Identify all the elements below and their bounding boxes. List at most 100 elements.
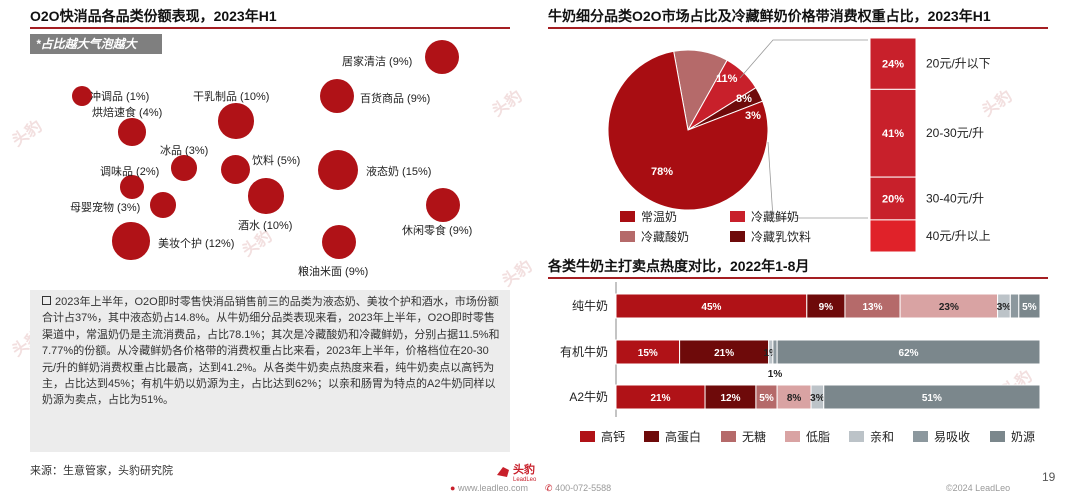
bar-segment — [615, 384, 706, 410]
legend-label: 亲和 — [870, 430, 895, 444]
right-top-underline — [548, 27, 1048, 29]
bar-data-label: 1% — [768, 369, 783, 380]
logo-text: 头豹 — [513, 462, 535, 476]
bubble-label: 居家清洁 (9%) — [342, 56, 413, 68]
bar-legend: 高钙 高蛋白 无糖 低脂 亲和 易吸收 奶源 — [580, 428, 1050, 444]
phone-icon: ✆ — [545, 483, 553, 493]
legend-swatch — [730, 211, 745, 222]
bar-data-label: 21% — [651, 393, 671, 404]
right-top-title: 牛奶细分品类O2O市场占比及冷藏鲜奶价格带消费权重占比，2023年H1 — [548, 8, 991, 24]
leadleo-logo: 头豹 LeadLeo — [497, 462, 537, 483]
leader-line — [739, 39, 868, 79]
bar-data-label: 3% — [810, 393, 825, 404]
bubble — [319, 78, 355, 114]
website-text: www.leadleo.com — [457, 483, 528, 493]
bar-segment — [823, 384, 1041, 410]
bar-data-label: 8% — [787, 393, 802, 404]
bar-data-label: 13% — [863, 302, 883, 313]
bar-legend-item: 奶源 — [990, 428, 1035, 445]
legend-swatch — [730, 231, 745, 242]
bar-data-label: 15% — [638, 348, 658, 359]
bubble — [318, 150, 358, 190]
legend-swatch — [913, 431, 928, 442]
pie-legend: 常温奶 冷藏鲜奶 冷藏酸奶 冷藏乳饮料 — [620, 208, 840, 248]
pie-slice — [607, 50, 769, 211]
legend-label: 冷藏鲜奶 — [751, 210, 800, 224]
price-band-segment — [869, 176, 917, 221]
bubble-label: 烘焙速食 (4%) — [92, 107, 163, 119]
bar-category-label: 有机牛奶 — [560, 344, 608, 359]
bar-data-label: 5% — [759, 393, 774, 404]
bubble-label: 饮料 (5%) — [252, 155, 301, 167]
pie-slice-label: 3% — [745, 110, 761, 122]
bubble-label: 百货商品 (9%) — [360, 93, 431, 105]
legend-swatch — [620, 211, 635, 222]
bubble — [248, 178, 284, 214]
bar-legend-item: 亲和 — [849, 428, 894, 445]
bar-data-label: 12% — [720, 393, 740, 404]
selling-point-bar-chart: 纯牛奶 45% 9% 13% 23% 3% 5% 有机牛奶 15% 21% 1% 1% 62% A2牛奶 2… — [560, 282, 1041, 417]
legend-label: 易吸收 — [934, 430, 971, 444]
price-band-value: 24% — [882, 59, 904, 71]
legend-label: 无糖 — [742, 430, 767, 444]
bubble-label: 冲调品 (1%) — [90, 91, 150, 103]
legend-label: 高钙 — [601, 430, 626, 444]
bar-segment — [615, 293, 808, 319]
page-number: 19 — [1042, 470, 1056, 484]
footer-website: ● www.leadleo.com — [450, 483, 528, 493]
price-band-category: 30-40元/升 — [926, 192, 984, 206]
bubble — [424, 39, 460, 75]
bubble-size-note: *占比越大气泡越大 — [30, 34, 162, 54]
bar-data-label: 51% — [922, 393, 942, 404]
bar-data-label: 5% — [1022, 302, 1037, 313]
pie-slice-label: 78% — [651, 166, 673, 178]
legend-swatch — [580, 431, 595, 442]
bubble — [171, 155, 197, 181]
pie-legend-item: 冷藏酸奶 — [620, 228, 689, 245]
price-band-category: 20元/升以下 — [926, 57, 991, 71]
bubble — [71, 85, 93, 107]
legend-swatch — [620, 231, 635, 242]
pie-slice-label: 11% — [716, 73, 738, 85]
bubble-label: 粮油米面 (9%) — [298, 266, 369, 278]
pie-legend-item: 冷藏鲜奶 — [730, 208, 799, 225]
bubble-label: 调味品 (2%) — [100, 166, 160, 178]
pie-legend-item: 冷藏乳饮料 — [730, 228, 811, 245]
bubble — [321, 224, 357, 260]
bubble-label: 休闲零食 (9%) — [402, 225, 473, 237]
right-bottom-title: 各类牛奶主打卖点热度对比，2022年1-8月 — [548, 258, 810, 274]
bar-legend-item: 高蛋白 — [644, 428, 701, 445]
bubble-label: 液态奶 (15%) — [366, 166, 432, 178]
legend-swatch — [785, 431, 800, 442]
bar-segment — [772, 339, 778, 365]
bubble-label: 母婴宠物 (3%) — [70, 202, 141, 214]
legend-label: 低脂 — [806, 430, 831, 444]
summary-textbox: 2023年上半年，O2O即时零售快消品销售前三的品类为液态奶、美妆个护和酒水，市… — [30, 290, 510, 452]
bar-data-label: 21% — [714, 348, 734, 359]
legend-label: 冷藏乳饮料 — [751, 230, 812, 244]
bubble-label: 冰品 (3%) — [160, 145, 209, 157]
price-band-category: 40元/升以上 — [926, 229, 991, 243]
left-section-title: O2O快消品各品类份额表现，2023年H1 — [30, 8, 277, 24]
bar-data-label: 1% — [764, 348, 779, 359]
legend-label: 奶源 — [1011, 430, 1036, 444]
bubble — [425, 187, 461, 223]
bar-data-label: 45% — [701, 302, 721, 313]
bubble — [112, 222, 150, 260]
bar-segment — [679, 339, 770, 365]
footer-copyright: ©2024 LeadLeo — [946, 483, 1011, 493]
legend-swatch — [721, 431, 736, 442]
bubble-chart: 冲调品 (1%) 烘焙速食 (4%) 冰品 (3%) 调味品 (2%) 母婴宠物 (3%… — [0, 0, 520, 290]
legend-swatch — [644, 431, 659, 442]
logo-subtext: LeadLeo — [513, 477, 537, 483]
price-band-value: 20% — [882, 194, 904, 206]
pie-and-price-chart: 11% 8% 3% 78% 24% 20元/升以下 41% 20-30元/升 20% 30-40元… — [607, 37, 991, 252]
bubble — [150, 192, 176, 218]
leader-line — [767, 141, 868, 219]
price-band-segment — [869, 219, 917, 252]
bar-legend-item: 低脂 — [785, 428, 830, 445]
legend-label: 冷藏酸奶 — [641, 230, 690, 244]
bullet-icon — [42, 296, 51, 305]
source-note: 来源：生意管家，头豹研究院 — [30, 465, 173, 477]
bubble — [218, 103, 254, 139]
